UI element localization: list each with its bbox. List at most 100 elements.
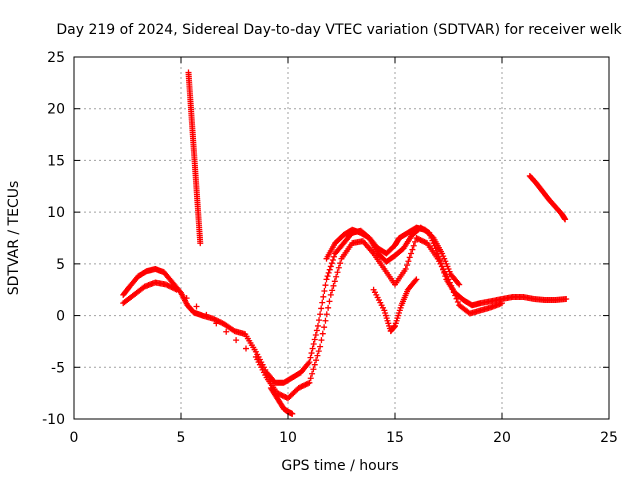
data-point	[335, 264, 342, 271]
data-point	[173, 286, 180, 293]
series-sdtvar-drop	[267, 384, 296, 417]
data-point	[310, 366, 317, 373]
data-point	[322, 317, 329, 324]
data-point	[406, 254, 413, 261]
data-point	[412, 238, 419, 245]
data-point	[213, 320, 220, 327]
data-point	[321, 288, 328, 295]
data-point	[310, 341, 317, 348]
data-point	[314, 322, 321, 329]
data-point	[333, 273, 340, 280]
ticks	[73, 56, 610, 420]
x-tick-label: 25	[600, 430, 618, 446]
data-point	[325, 269, 332, 276]
data-point	[327, 291, 334, 298]
data-point	[410, 242, 417, 249]
data-point	[330, 282, 337, 289]
data-point	[452, 292, 459, 299]
y-tick-label: 5	[56, 257, 65, 273]
data-point	[456, 281, 463, 288]
y-tick-label: 15	[47, 153, 65, 169]
data-point	[445, 276, 452, 283]
series-sdtvar-upper-band	[323, 224, 463, 288]
data-point	[317, 343, 324, 350]
data-point	[305, 360, 312, 367]
x-axis-title: GPS time / hours	[281, 458, 398, 474]
x-tick-label: 5	[177, 430, 186, 446]
data-point	[405, 258, 412, 265]
data-point	[322, 282, 329, 289]
data-point	[223, 328, 230, 335]
data-point	[323, 276, 330, 283]
data-point	[289, 410, 296, 417]
data-point	[446, 279, 453, 286]
plot-frame	[73, 56, 610, 420]
data-point	[313, 327, 320, 334]
data-point	[327, 263, 334, 270]
data-point	[455, 280, 462, 287]
data-point	[314, 352, 321, 359]
data-point	[331, 278, 338, 285]
data-point	[316, 317, 323, 324]
data-point	[413, 276, 420, 283]
data-point	[319, 299, 326, 306]
data-point	[325, 304, 332, 311]
series-sdtvar-spike	[185, 69, 204, 247]
data-point	[317, 311, 324, 318]
data-point	[328, 260, 335, 267]
data-point	[324, 273, 331, 280]
data-point	[453, 295, 460, 302]
data-point	[409, 246, 416, 253]
data-point	[449, 286, 456, 293]
data-point	[306, 359, 313, 366]
data-point	[243, 345, 250, 352]
data-point	[326, 298, 333, 305]
data-point	[315, 348, 322, 355]
series-sdtvar-late-segment	[526, 172, 569, 223]
data-point	[318, 337, 325, 344]
data-point	[306, 379, 313, 386]
data-point	[329, 256, 336, 263]
data-point	[183, 295, 190, 302]
data-point	[313, 357, 320, 364]
data-point	[412, 277, 419, 284]
y-tick-label: 10	[47, 205, 65, 221]
data-point	[307, 354, 314, 361]
y-axis-title: SDTVAR / TECUs	[6, 181, 22, 296]
series-sdtvar-dip	[370, 276, 420, 335]
data-point	[193, 303, 200, 310]
series-sdtvar-lower	[120, 235, 505, 402]
data-point	[448, 282, 455, 289]
y-tick-label: -10	[42, 412, 65, 428]
data-point	[323, 311, 330, 318]
data-point	[230, 327, 237, 334]
data-point	[309, 345, 316, 352]
y-tick-label: 25	[47, 50, 65, 66]
x-tick-label: 10	[279, 430, 297, 446]
y-tick-label: 0	[56, 309, 65, 325]
data-point	[319, 330, 326, 337]
y-tick-label: -5	[51, 360, 65, 376]
tick-labels: 0 5 10 15 20 25 -10 -5 0 5 10 15 20 25	[42, 50, 618, 446]
data-point	[402, 266, 409, 273]
grid	[74, 57, 609, 419]
data-point	[562, 216, 569, 223]
x-tick-label: 20	[493, 430, 511, 446]
y-tick-label: 20	[47, 102, 65, 118]
data-point	[331, 253, 338, 260]
data-point	[334, 269, 341, 276]
data-point	[308, 350, 315, 357]
data-point	[311, 336, 318, 343]
data-point	[197, 240, 204, 247]
data-point	[563, 296, 570, 303]
data-point	[499, 300, 505, 307]
data-point	[326, 266, 333, 273]
data-point	[450, 289, 457, 296]
data-point	[321, 324, 328, 331]
data-point	[309, 370, 316, 377]
data-point	[337, 260, 344, 267]
x-tick-label: 15	[386, 430, 404, 446]
data-point	[311, 361, 318, 368]
data-point	[318, 305, 325, 312]
